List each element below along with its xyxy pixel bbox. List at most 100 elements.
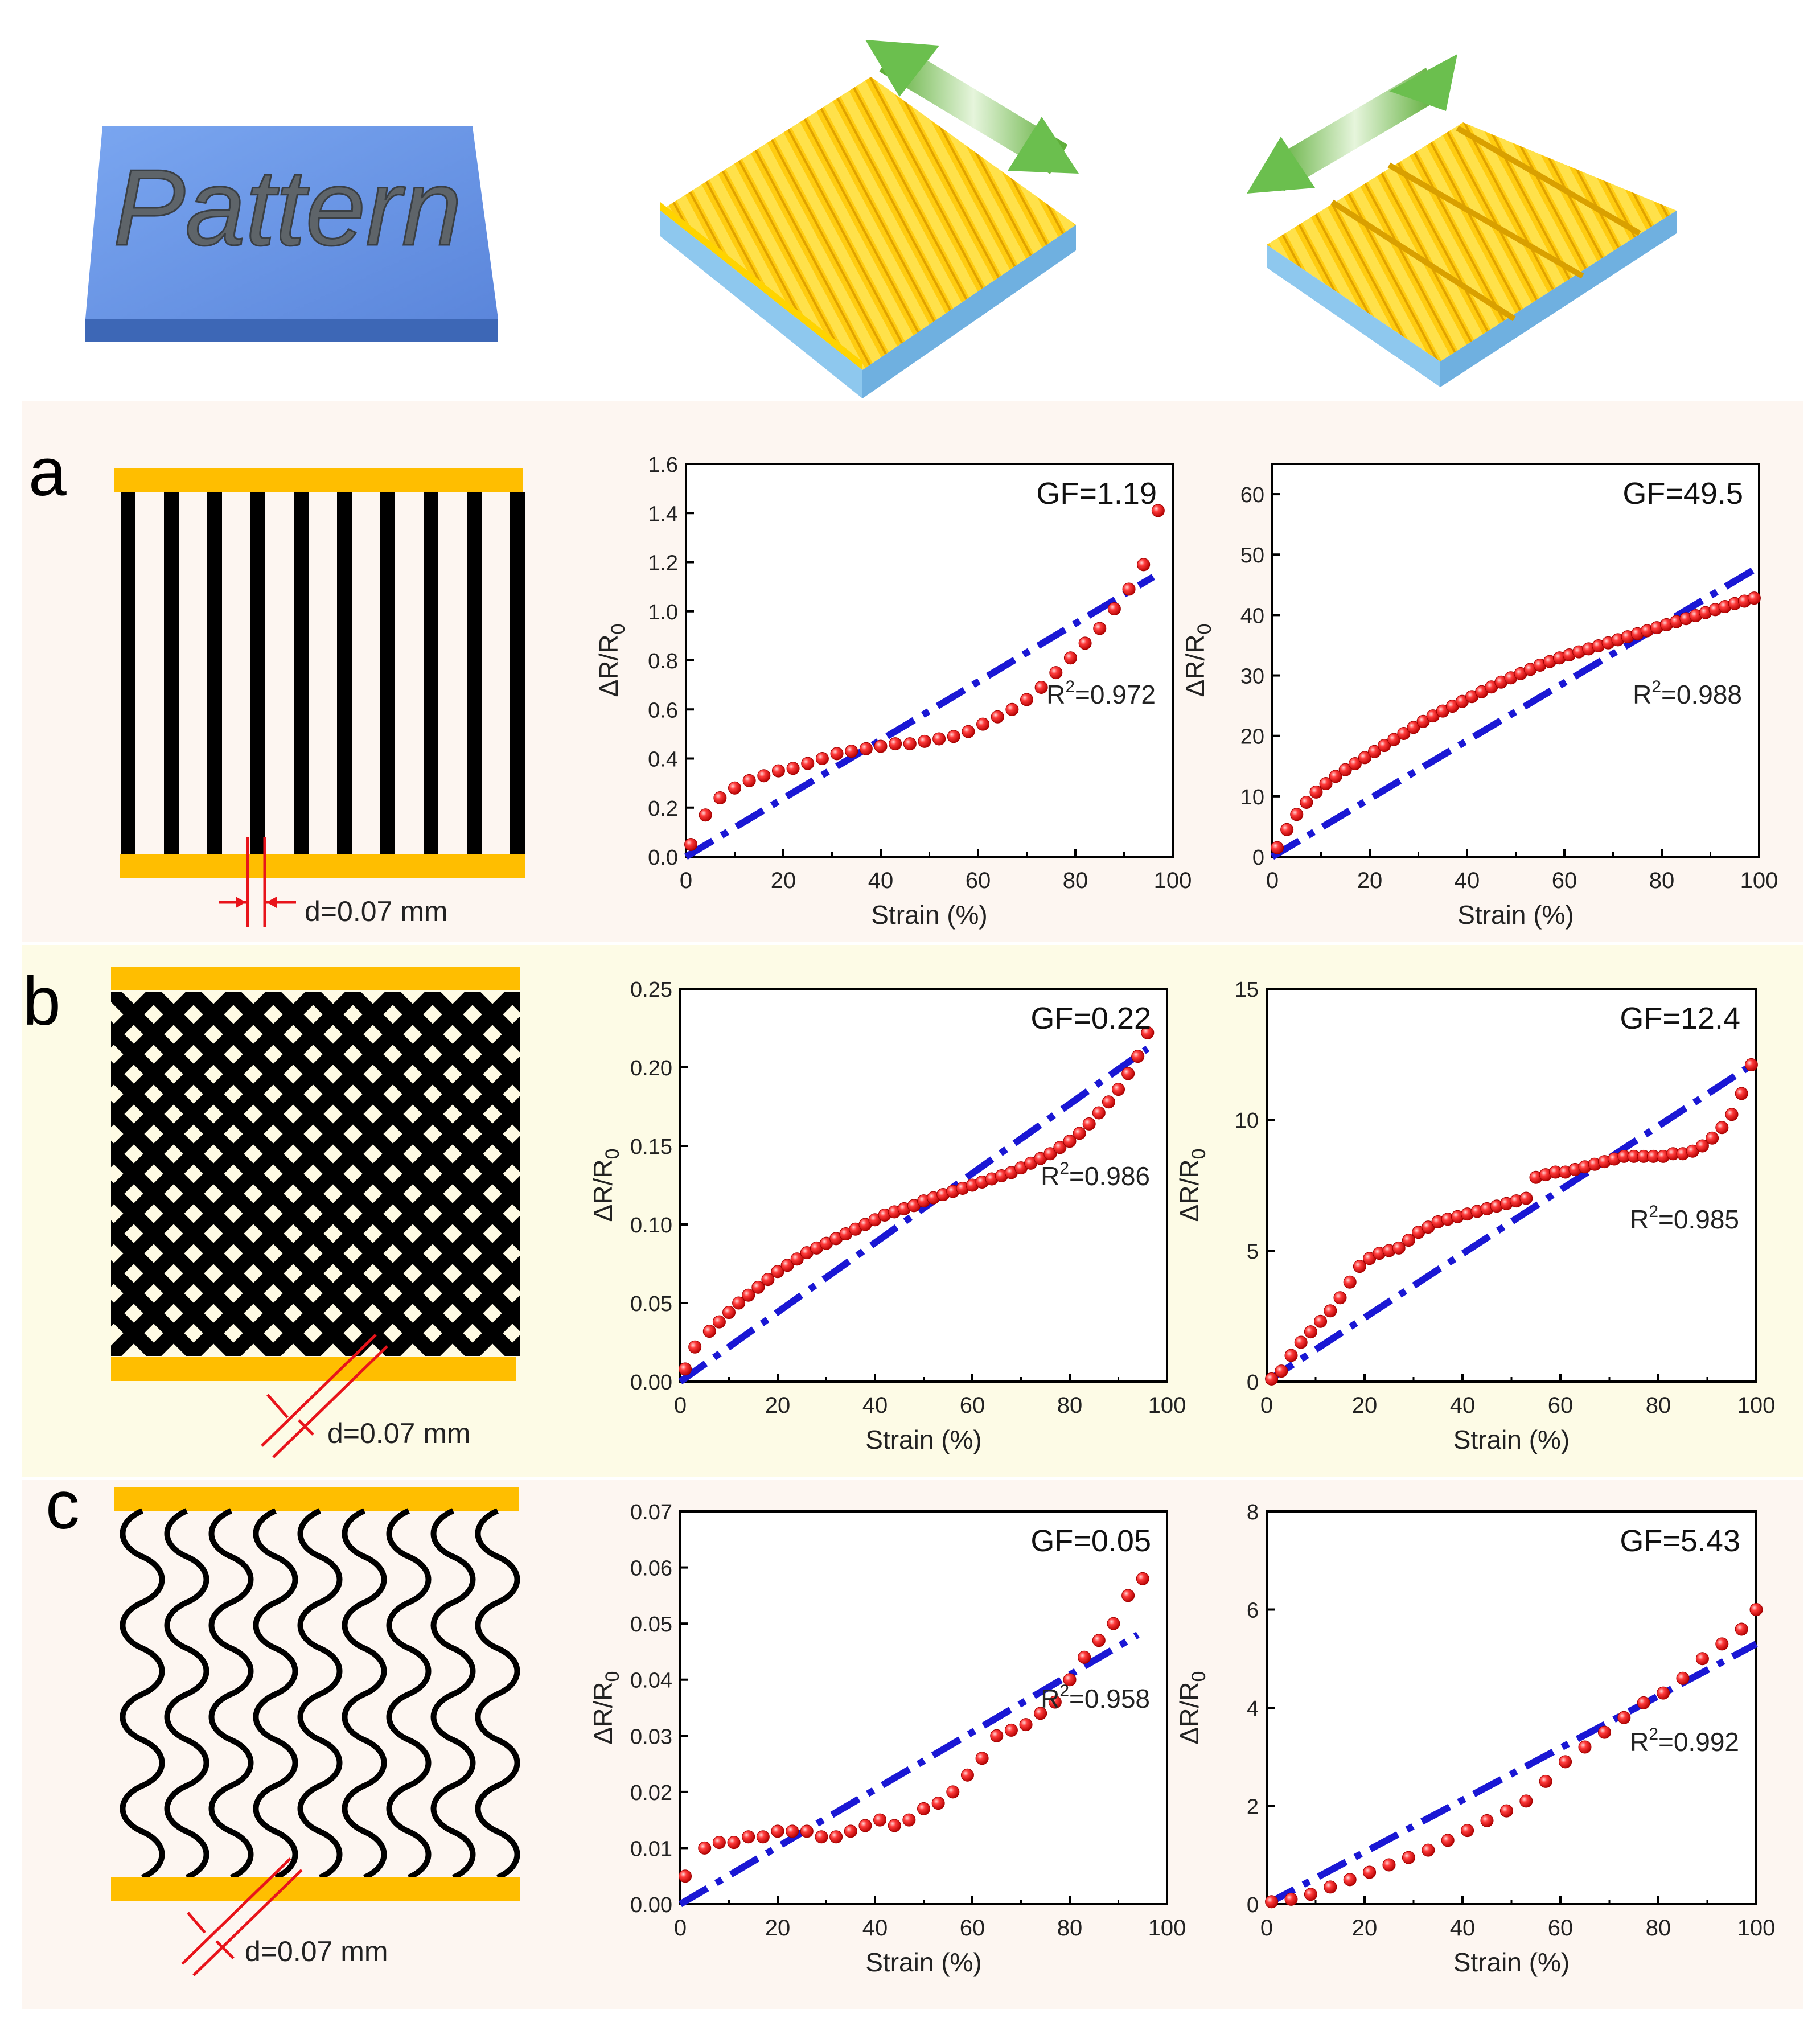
data-point: [1004, 1723, 1018, 1737]
electrode-bottom: [111, 1877, 520, 1901]
data-point: [761, 1273, 775, 1287]
y-axis-label: ΔR/R0: [588, 1149, 623, 1222]
data-point: [1539, 1774, 1552, 1788]
electrode-top: [111, 967, 520, 990]
r2-value: =0.972: [1075, 680, 1156, 709]
fit-line: [678, 1631, 1140, 1908]
x-tick-label: 60: [960, 1916, 985, 1941]
data-point: [1519, 1191, 1533, 1205]
dimension-marker: [261, 1334, 388, 1458]
gf-label: GF=5.43: [1620, 1524, 1740, 1558]
x-tick-label: 40: [1450, 1393, 1476, 1418]
data-point: [727, 1836, 741, 1850]
data-point: [1397, 726, 1411, 740]
y-tick-label: 0.04: [630, 1669, 672, 1693]
data-point: [1422, 1843, 1435, 1857]
data-point: [1019, 1718, 1033, 1732]
dimension-marker: [181, 1857, 303, 1976]
x-tick-label: 80: [1646, 1916, 1671, 1941]
d-label-a: d=0.07 mm: [305, 895, 448, 927]
r2-label: R2=0.972: [1046, 677, 1156, 709]
data-point: [1137, 558, 1151, 572]
data-point: [1053, 1141, 1067, 1154]
data-point: [859, 742, 873, 755]
x-tick-label: 0: [680, 868, 692, 893]
data-point: [786, 762, 800, 775]
y-axis-label-sub: 0: [1188, 1671, 1210, 1682]
data-point: [947, 730, 960, 743]
pattern-diagram-wavy: d=0.07 mm: [111, 1487, 520, 1976]
plot-frame: [685, 463, 1174, 858]
mesh-lines: [111, 992, 520, 1356]
y-axis-label: ΔR/R0: [594, 624, 629, 697]
data-point: [1290, 808, 1304, 821]
fit-line: [684, 574, 1155, 860]
r2-sup: 2: [1651, 677, 1661, 696]
data-point: [844, 1824, 857, 1838]
x-tick-label: 40: [1455, 868, 1480, 893]
data-point: [962, 725, 975, 738]
data-point: [712, 1315, 726, 1329]
y-tick-label: 0.02: [630, 1781, 672, 1805]
data-point: [1082, 1117, 1096, 1131]
r2-base: R: [1630, 1205, 1649, 1234]
y-axis-label-sub: 0: [1188, 1149, 1210, 1160]
data-point: [742, 1288, 755, 1302]
data-point: [1093, 622, 1107, 635]
mesh-line: [424, 1255, 520, 1356]
data-point: [1034, 1707, 1047, 1720]
data-point: [756, 1830, 770, 1844]
y-tick-label: 1.0: [648, 601, 678, 624]
r2-value: =0.986: [1069, 1161, 1150, 1191]
data-point: [1319, 777, 1333, 791]
wavy-line: [120, 1508, 165, 1880]
vertical-lines: [121, 492, 525, 854]
data-point: [1141, 1026, 1155, 1039]
y-axis-label-sub: 0: [1194, 624, 1215, 635]
film-unstretched: [660, 77, 1076, 398]
data-point: [902, 1813, 916, 1827]
x-tick-label: 60: [1548, 1916, 1574, 1941]
y-axis-label-sub: 0: [602, 1671, 623, 1682]
pattern-line: [121, 492, 135, 854]
panel-letter-c: c: [46, 1467, 80, 1543]
r2-sup: 2: [1059, 1159, 1069, 1178]
x-tick-label: 0: [1266, 868, 1279, 893]
fit-line: [1265, 1641, 1758, 1908]
data-point: [1358, 751, 1371, 765]
data-point: [990, 1729, 1004, 1742]
data-point: [1559, 1755, 1572, 1769]
data-point: [815, 752, 829, 765]
y-tick-label: 0.07: [630, 1501, 672, 1524]
chart-b-left: 0 20 40 60 80 1000.000.050.100.150.200.25Stra…: [588, 978, 1186, 1454]
mesh-line: [265, 1096, 520, 1356]
y-axis-label-sub: 0: [602, 1149, 623, 1160]
data-point: [1461, 1824, 1474, 1838]
r2-value: =0.988: [1661, 680, 1742, 709]
mesh-line: [344, 992, 520, 1172]
data-point: [1735, 1087, 1748, 1100]
y-tick-label: 0.2: [648, 797, 678, 821]
data-point: [1131, 1050, 1145, 1063]
stretch-arrow-1: [865, 40, 1079, 174]
data-point: [815, 1830, 828, 1844]
data-point: [1695, 1652, 1709, 1666]
y-tick-label: 5: [1247, 1240, 1259, 1264]
data-point: [1136, 1572, 1149, 1585]
data-point: [960, 1768, 974, 1782]
x-tick-label: 100: [1154, 868, 1192, 893]
r2-base: R: [1041, 1161, 1059, 1191]
y-axis-label: ΔR/R0: [1180, 624, 1215, 697]
data-point: [712, 1836, 726, 1850]
x-axis-label: Strain (%): [1457, 900, 1574, 930]
r2-label: R2=0.985: [1630, 1202, 1739, 1234]
data-point: [946, 1785, 960, 1799]
data-point: [1122, 582, 1136, 596]
pattern-line: [164, 492, 179, 854]
data-point: [1735, 1622, 1748, 1636]
data-point: [845, 745, 858, 758]
wavy-line: [386, 1508, 432, 1880]
data-point: [801, 757, 815, 770]
x-tick-label: 0: [1260, 1916, 1273, 1941]
